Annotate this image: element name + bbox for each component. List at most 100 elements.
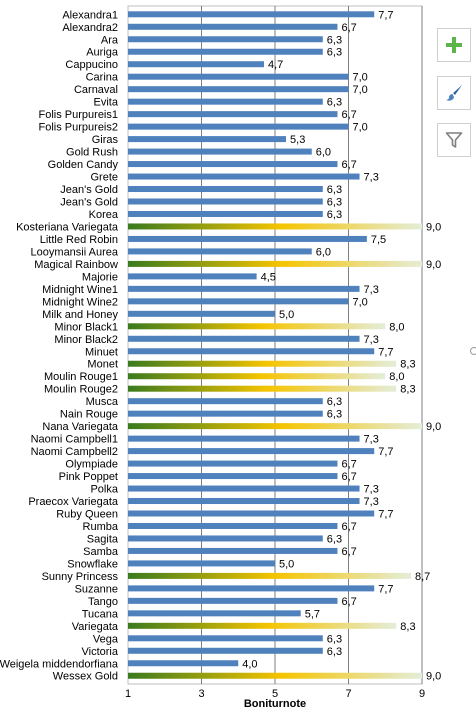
add-button[interactable] <box>437 28 471 62</box>
category-label: Auriga <box>86 47 119 59</box>
value-label: 7,7 <box>378 509 393 521</box>
highlighted-bar <box>128 622 397 629</box>
value-label: 6,7 <box>341 521 356 533</box>
category-label: Jean's Gold <box>60 197 118 209</box>
category-label: Giras <box>92 134 119 146</box>
value-label: 7,3 <box>364 172 379 184</box>
category-label: Naomi Campbell2 <box>31 446 118 458</box>
category-label: Naomi Campbell1 <box>31 434 118 446</box>
value-label: 6,7 <box>341 22 356 34</box>
x-tick-label: 1 <box>125 688 131 700</box>
bar <box>128 248 312 255</box>
category-label: Rumba <box>83 521 119 533</box>
bar <box>128 285 360 292</box>
bar <box>128 136 287 143</box>
category-label: Wessex Gold <box>53 671 118 683</box>
bar <box>128 235 367 242</box>
bar <box>128 485 360 492</box>
category-label: Minuet <box>85 346 118 358</box>
value-label: 9,0 <box>426 221 441 233</box>
category-label: Majorie <box>82 271 118 283</box>
value-label: 7,0 <box>353 84 368 96</box>
category-label: Carnaval <box>74 84 118 96</box>
value-label: 4,7 <box>268 59 283 71</box>
bar <box>128 448 375 455</box>
value-label: 7,3 <box>364 434 379 446</box>
bar <box>128 161 338 168</box>
value-label: 6,3 <box>327 197 342 209</box>
category-label: Milk and Honey <box>42 309 118 321</box>
category-label: Nana Variegata <box>42 421 119 433</box>
value-label: 7,7 <box>378 9 393 21</box>
value-label: 6,7 <box>341 459 356 471</box>
value-label: 8,3 <box>400 621 415 633</box>
plus-icon <box>446 37 462 53</box>
category-label: Korea <box>89 209 119 221</box>
bar <box>128 547 338 554</box>
category-label: Minor Black2 <box>54 334 118 346</box>
value-label: 7,3 <box>364 334 379 346</box>
highlighted-bar <box>128 323 386 330</box>
bar <box>128 61 264 68</box>
bar <box>128 298 349 305</box>
value-label: 6,3 <box>327 97 342 109</box>
category-label: Moulin Rouge1 <box>44 371 118 383</box>
bar <box>128 310 275 317</box>
bar <box>128 148 312 155</box>
bar <box>128 585 375 592</box>
highlighted-bar <box>128 423 422 430</box>
highlighted-bar <box>128 223 422 230</box>
value-label: 6,3 <box>327 396 342 408</box>
bar <box>128 73 349 80</box>
bar <box>128 210 323 217</box>
category-label: Looymansii Aurea <box>31 246 119 258</box>
x-tick-label: 9 <box>419 688 425 700</box>
bar <box>128 535 323 542</box>
category-label: Sagita <box>87 533 119 545</box>
bar <box>128 647 323 654</box>
bar <box>128 498 360 505</box>
scroll-handle[interactable] <box>470 347 476 355</box>
category-label: Praecox Variegata <box>28 496 119 508</box>
value-label: 5,0 <box>279 309 294 321</box>
category-label: Alexandra2 <box>62 22 118 34</box>
filter-icon <box>445 132 463 148</box>
value-label: 6,0 <box>316 246 331 258</box>
category-label: Magical Rainbow <box>34 259 118 271</box>
value-label: 6,3 <box>327 47 342 59</box>
category-label: Golden Candy <box>48 159 119 171</box>
bar <box>128 111 338 118</box>
value-label: 7,0 <box>353 72 368 84</box>
bar <box>128 123 349 130</box>
value-label: 7,7 <box>378 346 393 358</box>
paintbrush-button[interactable] <box>437 76 471 110</box>
value-label: 8,0 <box>389 321 404 333</box>
bar <box>128 335 360 342</box>
filter-button[interactable] <box>437 123 471 157</box>
bar <box>128 173 360 180</box>
category-label: Weigela middendorfiana <box>0 658 119 670</box>
value-label: 6,3 <box>327 533 342 545</box>
bar <box>128 410 323 417</box>
category-label: Olympiade <box>65 459 118 471</box>
bar <box>128 460 338 467</box>
category-label: Alexandra1 <box>62 9 118 21</box>
value-label: 6,7 <box>341 546 356 558</box>
category-label: Ruby Queen <box>56 509 118 521</box>
x-axis-label: Boniturnote <box>244 698 306 710</box>
value-label: 6,7 <box>341 596 356 608</box>
category-label: Moulin Rouge2 <box>44 384 118 396</box>
category-label: Vega <box>93 633 119 645</box>
value-label: 8,3 <box>400 384 415 396</box>
value-label: 7,7 <box>378 446 393 458</box>
value-label: 7,5 <box>371 234 386 246</box>
highlighted-bar <box>128 385 397 392</box>
category-label: Variegata <box>72 621 119 633</box>
bar <box>128 48 323 55</box>
value-label: 6,7 <box>341 109 356 121</box>
highlighted-bar <box>128 373 386 380</box>
category-label: Monet <box>87 359 118 371</box>
value-label: 9,0 <box>426 671 441 683</box>
